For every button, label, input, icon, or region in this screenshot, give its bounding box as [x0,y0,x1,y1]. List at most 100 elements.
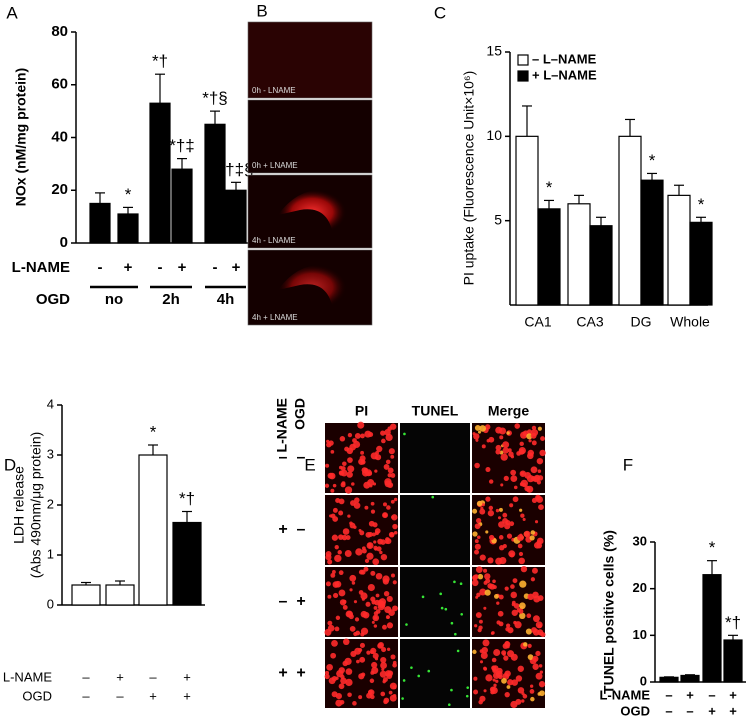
image-label: 4h + LNAME [252,313,298,322]
cell [340,466,346,471]
cell [478,430,482,434]
cell [382,502,388,507]
cell [340,674,345,680]
cell [535,672,543,680]
cell [334,626,340,632]
cell [347,457,353,463]
cell [389,423,397,430]
cell [385,459,391,465]
panel-letter: D [4,455,16,474]
cell [474,543,481,550]
image-label: 0h + LNAME [252,161,298,170]
cell [385,538,392,545]
cell [328,472,336,480]
row-label: – [708,687,715,702]
cell [513,485,518,490]
cell [392,605,398,612]
row-label: – [297,449,306,466]
bar [640,179,664,306]
cell [483,568,488,573]
cell [388,531,395,538]
cell [342,605,348,610]
cell [511,679,518,686]
cell [386,505,391,510]
cell [511,609,518,616]
cell [530,696,535,702]
cell [353,502,361,509]
cell [349,574,357,582]
row-label: + [708,703,716,718]
cell [466,686,470,689]
cell [539,670,544,674]
bar [589,225,613,306]
row-label: + [278,665,287,682]
legend-swatch [517,54,529,66]
cell [324,673,330,680]
column-header: Merge [488,403,529,419]
cell [540,436,545,442]
cell [516,451,521,456]
cell [476,500,483,507]
error-bar [647,172,657,181]
cell [366,552,374,560]
cell [506,533,513,539]
cell [340,677,347,685]
cell [472,649,477,655]
cell [388,448,395,455]
cell [493,683,497,688]
cell [474,624,478,628]
error-bar [625,118,635,137]
cell [345,535,351,540]
cell [390,454,395,459]
row-label: - [98,259,103,276]
cell [533,541,541,549]
error-bar [522,105,532,137]
micrograph [247,21,373,99]
cell [371,666,379,674]
cell [531,425,537,431]
cell [479,425,486,432]
cell [421,595,425,599]
cell [474,574,479,579]
cell [510,475,518,482]
error-bar [123,206,133,214]
cell [375,450,379,455]
cell [342,528,350,535]
cell [337,550,342,555]
cell [386,595,393,602]
cell [519,612,526,620]
cell [495,508,500,513]
cell [537,595,544,601]
y-tick-label: 5 [494,211,502,227]
cell [360,450,365,455]
micrograph [247,99,373,174]
cell [527,654,534,660]
cell [377,602,386,611]
annotation: *†‡ [169,136,195,155]
cell [342,638,350,646]
cell [522,517,526,521]
x-tick-label: Whole [670,314,710,330]
cell [338,498,345,505]
cell [502,441,510,449]
cell [372,614,380,622]
cell [375,572,383,580]
annotation: * [546,178,553,197]
annotation: * [150,422,157,441]
cell [380,662,387,669]
error-bar [707,560,717,575]
cell [373,540,377,544]
cell [324,483,330,488]
cell [518,557,526,565]
y-tick-label: 40 [51,128,68,145]
row-label: + [729,687,737,702]
cell [531,497,538,503]
cell [506,685,511,689]
cell [492,585,497,589]
cell [502,512,508,518]
micrograph [400,495,470,565]
cell [495,679,499,683]
row-name: L-NAME [12,259,70,276]
group-label: 2h [162,291,180,308]
cell [331,534,339,541]
